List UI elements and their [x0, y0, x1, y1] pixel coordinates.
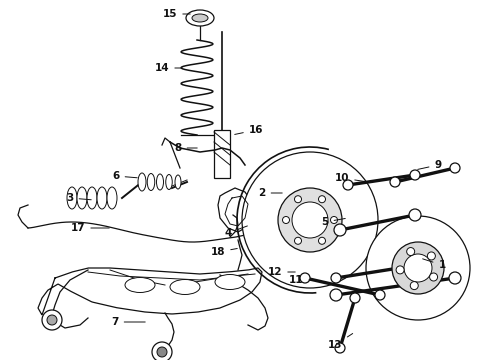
Ellipse shape [97, 187, 107, 209]
Circle shape [450, 163, 460, 173]
Circle shape [404, 254, 432, 282]
Circle shape [294, 196, 301, 203]
Ellipse shape [192, 14, 208, 22]
Circle shape [350, 293, 360, 303]
Circle shape [278, 188, 342, 252]
Circle shape [335, 343, 345, 353]
Ellipse shape [125, 278, 155, 292]
Circle shape [152, 342, 172, 360]
Ellipse shape [156, 174, 164, 190]
Text: 5: 5 [321, 217, 345, 227]
Text: 9: 9 [417, 160, 441, 170]
Circle shape [283, 216, 290, 224]
Ellipse shape [138, 173, 146, 191]
Circle shape [410, 170, 420, 180]
Ellipse shape [186, 10, 214, 26]
Circle shape [334, 224, 346, 236]
Circle shape [294, 237, 301, 244]
Circle shape [407, 248, 415, 256]
Circle shape [300, 273, 310, 283]
Text: 18: 18 [211, 247, 237, 257]
Circle shape [330, 289, 342, 301]
Ellipse shape [215, 274, 245, 289]
Text: 16: 16 [235, 125, 263, 135]
Circle shape [392, 242, 444, 294]
Text: 8: 8 [174, 143, 197, 153]
Text: 1: 1 [423, 259, 445, 270]
Text: 12: 12 [268, 267, 295, 277]
Circle shape [331, 273, 341, 283]
Circle shape [430, 273, 438, 281]
Circle shape [413, 260, 423, 270]
Circle shape [242, 152, 378, 288]
Text: 17: 17 [71, 223, 109, 233]
Ellipse shape [175, 175, 181, 189]
Circle shape [390, 177, 400, 187]
Circle shape [343, 180, 353, 190]
Text: 4: 4 [224, 226, 247, 238]
Text: 15: 15 [163, 9, 190, 19]
Ellipse shape [170, 279, 200, 294]
Text: 3: 3 [66, 193, 91, 203]
Text: 13: 13 [328, 333, 353, 350]
Ellipse shape [67, 187, 77, 209]
Circle shape [396, 266, 404, 274]
Ellipse shape [87, 187, 97, 209]
Ellipse shape [107, 187, 117, 209]
Text: 6: 6 [112, 171, 137, 181]
Circle shape [292, 202, 328, 238]
Circle shape [366, 216, 470, 320]
Ellipse shape [166, 175, 172, 189]
Circle shape [410, 282, 418, 289]
Circle shape [409, 209, 421, 221]
Circle shape [375, 290, 385, 300]
Ellipse shape [147, 174, 155, 190]
Text: 10: 10 [335, 173, 365, 183]
Circle shape [157, 347, 167, 357]
Text: 7: 7 [111, 317, 145, 327]
Bar [214, 130, 230, 178]
Circle shape [449, 272, 461, 284]
Circle shape [318, 196, 325, 203]
Circle shape [47, 315, 57, 325]
Circle shape [318, 237, 325, 244]
Text: 11: 11 [289, 275, 315, 285]
Text: 14: 14 [155, 63, 182, 73]
Circle shape [42, 310, 62, 330]
Circle shape [427, 252, 436, 260]
Circle shape [330, 216, 338, 224]
Text: 2: 2 [258, 188, 282, 198]
Ellipse shape [77, 187, 87, 209]
Polygon shape [218, 188, 252, 232]
